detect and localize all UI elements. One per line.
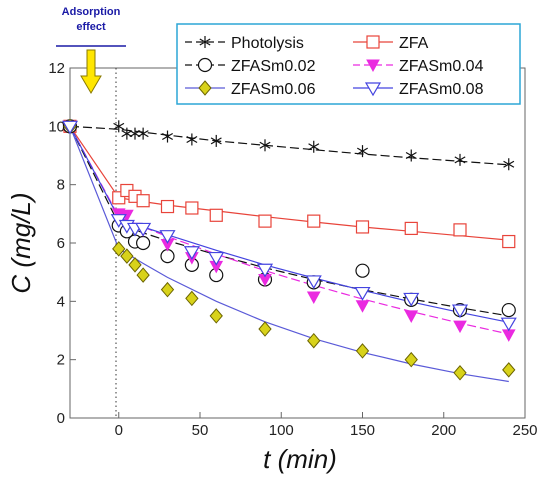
data-point-zfa <box>185 201 199 215</box>
data-point-zfasm0-08 <box>403 292 420 307</box>
legend-item-zfa: ZFA <box>353 35 429 52</box>
data-point-zfasm0-04 <box>453 320 467 334</box>
data-point-zfasm0-08 <box>451 304 469 319</box>
data-point-zfa <box>453 223 467 237</box>
data-point-zfasm0-08 <box>305 275 322 290</box>
data-point-zfasm0-04 <box>404 310 419 323</box>
legend-marker-icon <box>364 82 382 97</box>
data-point-zfasm0-06 <box>404 351 418 368</box>
data-point-photolysis <box>259 139 271 152</box>
legend-marker-icon <box>197 57 213 73</box>
legend-marker-icon <box>366 35 380 49</box>
data-point-photolysis <box>162 130 173 143</box>
data-point-zfasm0-02 <box>355 263 370 278</box>
x-axis-title: t (min) <box>263 444 337 474</box>
legend-marker-icon <box>366 59 380 73</box>
data-point-zfasm0-02 <box>136 235 151 251</box>
y-tick-label: 2 <box>57 352 65 369</box>
data-point-zfasm0-06 <box>112 241 126 257</box>
data-point-zfasm0-08 <box>208 251 225 266</box>
legend: Photolysis ZFA ZFASm0.02 ZFASm0.04 ZFASm0.06… <box>176 23 521 105</box>
legend-item-photolysis: Photolysis <box>185 35 304 52</box>
legend-item-zfasm0-04: ZFASm0.04 <box>353 58 484 75</box>
data-point-zfasm0-08 <box>183 246 200 260</box>
y-tick-label: 8 <box>57 177 65 194</box>
data-point-photolysis <box>137 127 149 140</box>
data-point-zfasm0-04 <box>306 291 321 305</box>
data-point-zfasm0-06 <box>258 321 272 337</box>
data-point-zfasm0-02 <box>160 249 175 264</box>
y-tick-label: 10 <box>48 118 65 135</box>
data-markers <box>61 118 517 381</box>
data-point-zfasm0-06 <box>307 332 321 349</box>
data-point-zfasm0-06 <box>128 257 142 273</box>
legend-marker-icon <box>199 36 211 48</box>
legend-label: ZFASm0.02 <box>231 58 316 75</box>
data-point-photolysis <box>454 153 466 166</box>
x-tick-label: 250 <box>512 422 537 439</box>
data-point-zfasm0-08 <box>500 317 517 332</box>
y-axis-title: C (mg/L) <box>6 192 36 293</box>
legend-marker-icon <box>198 80 212 96</box>
legend-label: ZFA <box>399 35 429 52</box>
data-point-zfa <box>502 234 516 249</box>
x-tick-label: 150 <box>350 422 375 439</box>
data-point-zfasm0-06 <box>136 267 150 283</box>
data-point-photolysis <box>210 134 222 147</box>
y-tick-label: 12 <box>48 60 65 77</box>
data-point-zfasm0-06 <box>120 248 134 264</box>
annotation-line-2: effect <box>76 21 106 33</box>
data-point-zfasm0-02 <box>501 302 516 318</box>
x-tick-label: 100 <box>269 422 294 439</box>
data-point-zfa <box>404 221 418 236</box>
annotation-line-1: Adsorption <box>62 6 121 18</box>
data-point-zfa <box>136 194 150 208</box>
data-point-zfasm0-08 <box>354 286 371 301</box>
data-point-photolysis <box>113 120 125 133</box>
legend-item-zfasm0-08: ZFASm0.08 <box>353 81 484 98</box>
data-point-zfasm0-08 <box>256 263 274 278</box>
data-point-zfasm0-06 <box>453 365 467 381</box>
data-point-zfa <box>355 220 370 234</box>
data-point-photolysis <box>503 158 515 171</box>
data-point-photolysis <box>308 140 320 153</box>
data-point-zfasm0-06 <box>209 308 223 324</box>
legend-label: Photolysis <box>231 35 304 52</box>
x-tick-label: 200 <box>431 422 456 439</box>
x-tick-label: 0 <box>115 422 123 439</box>
y-tick-label: 4 <box>57 293 65 310</box>
legend-box <box>176 23 521 105</box>
data-point-zfasm0-08 <box>61 120 79 135</box>
data-point-photolysis <box>357 145 368 158</box>
data-point-photolysis <box>186 133 198 146</box>
down-arrow-icon <box>80 49 102 94</box>
data-point-zfasm0-08 <box>159 230 176 244</box>
legend-label: ZFASm0.08 <box>399 81 484 98</box>
data-point-zfasm0-06 <box>160 281 175 298</box>
legend-label: ZFASm0.06 <box>231 81 316 98</box>
data-point-photolysis <box>405 149 417 162</box>
data-point-zfasm0-06 <box>502 362 516 378</box>
axes-layer: 0 50 100 150 200 250 0 2 4 6 8 10 12 <box>48 60 537 439</box>
data-point-zfasm0-06 <box>185 290 199 307</box>
legend-item-zfasm0-02: ZFASm0.02 <box>185 57 316 75</box>
data-point-zfa <box>160 199 175 214</box>
legend-item-zfasm0-06: ZFASm0.06 <box>185 80 316 98</box>
data-point-zfa <box>307 214 321 228</box>
x-tick-label: 50 <box>192 422 209 439</box>
y-tick-label: 0 <box>57 410 65 427</box>
data-point-zfa <box>209 208 223 222</box>
legend-label: ZFASm0.04 <box>399 58 484 75</box>
y-tick-label: 6 <box>57 235 65 252</box>
data-point-zfa <box>258 214 272 228</box>
data-point-zfasm0-08 <box>135 222 152 237</box>
adsorption-annotation: Adsorption effect <box>56 6 126 94</box>
data-point-zfasm0-06 <box>355 343 370 359</box>
